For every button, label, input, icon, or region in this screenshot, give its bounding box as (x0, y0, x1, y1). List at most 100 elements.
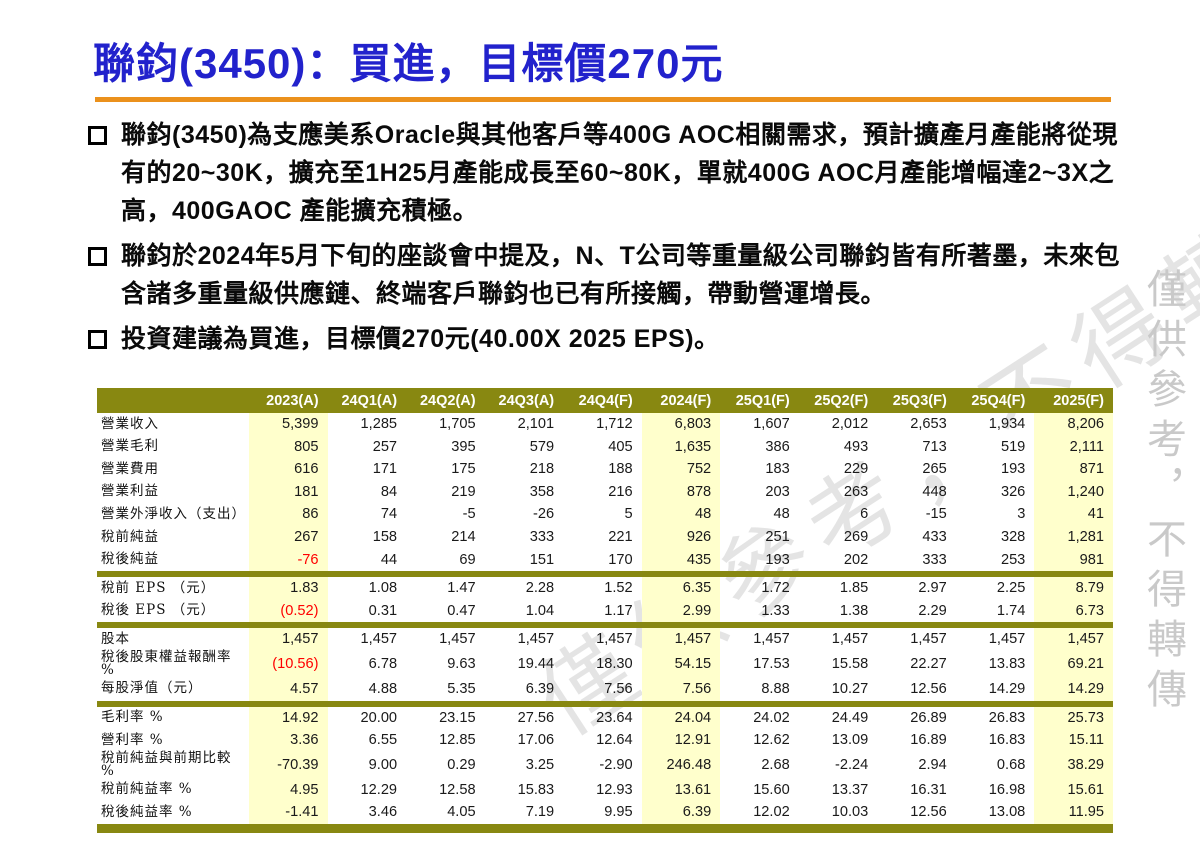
table-cell: 221 (608, 528, 633, 545)
table-cell: 1,457 (439, 631, 476, 648)
table-cell: 871 (1034, 458, 1113, 481)
table-cell: 246.48 (641, 751, 721, 779)
bullet-text: 投資建議為買進，目標價270元(40.00X 2025 EPS)。 (121, 325, 720, 353)
table-cell: 86 (249, 503, 328, 526)
table-cell: 6.78 (368, 656, 398, 673)
table-cell: 13.61 (641, 778, 721, 802)
table-cell: 188 (608, 461, 633, 478)
table-cell: 1,240 (1034, 480, 1113, 504)
bullet-item: 投資建議為買進，目標價270元(40.00X 2025 EPS)。 (88, 320, 1123, 358)
table-cell: 12.56 (910, 804, 947, 821)
table-cell: 10.27 (831, 680, 869, 697)
table-cell: 12.85 (439, 732, 476, 749)
row-label: 稅前純益與前期比較 % (101, 749, 232, 780)
table-cell: 13.37 (831, 781, 869, 798)
table-cell: 1,705 (439, 416, 476, 432)
bullet-item: 聯鈞(3450)為支應美系Oracle與其他客戶等400G AOC相關需求，預計… (88, 116, 1123, 230)
column-header: 24Q4(F) (563, 388, 642, 413)
table-cell: -76 (249, 548, 328, 572)
table-cell: 14.92 (249, 706, 328, 730)
table-cell: 6.73 (1034, 599, 1113, 623)
table-cell: 2.25 (996, 580, 1026, 597)
table-cell: 1,712 (596, 416, 633, 432)
table-cell: 15.58 (831, 656, 869, 673)
table-cell: -1.41 (249, 801, 328, 824)
column-header: 25Q2(F) (798, 388, 878, 413)
table-cell: 1.85 (839, 580, 869, 597)
table-cell: 4.05 (447, 804, 476, 821)
column-header: 25Q1(F) (720, 388, 799, 413)
table-row: 營業費用 616 171 175 218 188 752 183 229 265 193 871 (97, 458, 1113, 481)
table-cell: 41 (1034, 503, 1113, 526)
table-cell: 333 (922, 551, 947, 568)
section-divider (97, 622, 1113, 629)
table-cell: 183 (765, 461, 790, 478)
table-cell: 13.83 (988, 656, 1026, 673)
row-label: 股本 (101, 630, 130, 647)
table-cell: 448 (922, 483, 947, 500)
column-header: 24Q3(A) (484, 388, 564, 413)
table-cell: 193 (1000, 461, 1026, 478)
bullet-list: 聯鈞(3450)為支應美系Oracle與其他客戶等400G AOC相關需求，預計… (88, 116, 1123, 365)
table-cell: 1,457 (641, 628, 721, 651)
table-cell: 1.33 (761, 602, 790, 619)
table-cell: 0.68 (996, 756, 1026, 773)
table-cell: 2,012 (831, 416, 869, 432)
table-cell: 257 (372, 438, 398, 455)
table-cell: 2.29 (918, 602, 947, 619)
table-cell: 6,803 (641, 413, 721, 436)
row-label: 營業收入 (101, 415, 159, 432)
section-divider (97, 823, 1113, 833)
table-cell: 1,457 (517, 631, 555, 648)
table-cell: 12.64 (596, 732, 633, 749)
title-underline (95, 97, 1111, 102)
table-cell: 9.63 (447, 656, 476, 673)
table-cell: 48 (773, 506, 790, 523)
column-header: 2025(F) (1034, 388, 1113, 413)
table-cell: 4.57 (249, 677, 328, 701)
table-cell: 27.56 (517, 709, 555, 726)
column-header: 25Q4(F) (955, 388, 1035, 413)
table-cell: 24.02 (753, 709, 790, 726)
table-cell: 12.02 (753, 804, 790, 821)
column-header: 24Q2(A) (406, 388, 485, 413)
table-cell: 16.31 (910, 781, 947, 798)
row-label: 稅後純益 (101, 551, 159, 568)
table-cell: 171 (372, 461, 398, 478)
table-cell: -26 (533, 506, 555, 523)
table-cell: 26.89 (910, 709, 947, 726)
table-cell: 1.72 (761, 580, 790, 597)
row-label: 稅前 EPS （元） (101, 579, 216, 596)
table-cell: -70.39 (249, 751, 328, 779)
table-cell: 6.55 (368, 732, 398, 749)
table-cell: 12.91 (641, 729, 721, 752)
row-label: 營利率 % (101, 731, 164, 748)
watermark-vertical: 僅供參考，不得轉傳 (1140, 268, 1186, 718)
table-row: 稅後純益 -76 44 69 151 170 435 193 202 333 253 981 (97, 548, 1113, 572)
table-cell: 170 (608, 551, 633, 568)
table-cell: 805 (249, 435, 328, 459)
table-cell: 15.11 (1034, 729, 1113, 752)
table-cell: 10.03 (831, 804, 869, 821)
table-cell: 12.93 (596, 781, 633, 798)
table-cell: 229 (843, 461, 869, 478)
section-divider (97, 571, 1113, 578)
table-cell: 1,457 (753, 631, 790, 648)
table-cell: 1.52 (604, 580, 633, 597)
table-cell: 16.98 (988, 781, 1026, 798)
bullet-item: 聯鈞於2024年5月下旬的座談會中提及，N、T公司等重量級公司聯鈞皆有所著墨，未… (88, 237, 1123, 313)
table-cell: 1.08 (368, 580, 398, 597)
row-label: 每股淨值（元） (101, 680, 203, 697)
table-cell: 752 (641, 458, 721, 481)
table-cell: 17.06 (517, 732, 555, 749)
bullet-text: 聯鈞於2024年5月下旬的座談會中提及，N、T公司等重量級公司聯鈞皆有所著墨，未… (121, 242, 1120, 308)
column-header: 2023(A) (249, 388, 328, 413)
table-cell: 1.38 (839, 602, 869, 619)
bullet-square-icon (88, 247, 107, 266)
table-cell: 24.04 (641, 706, 721, 730)
table-cell: 579 (529, 438, 555, 455)
table-cell: 69 (459, 551, 476, 568)
column-header: 2024(F) (641, 388, 721, 413)
table-cell: 405 (608, 438, 633, 455)
table-cell: (10.56) (249, 650, 328, 678)
